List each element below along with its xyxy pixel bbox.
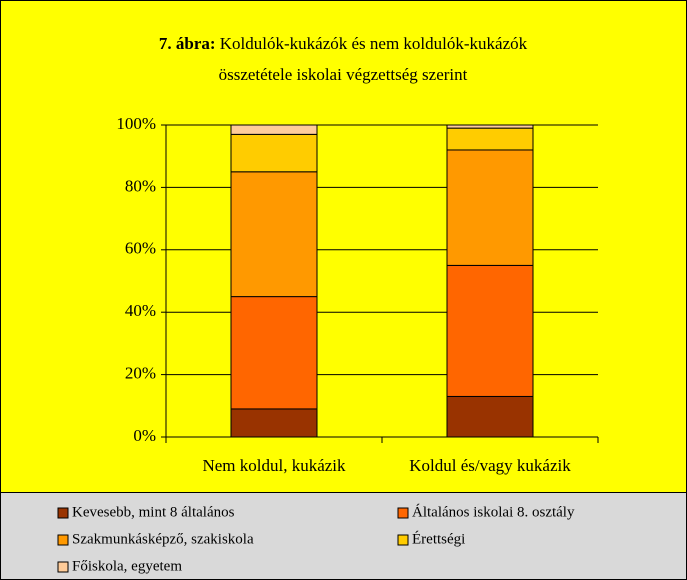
title-line: Koldulók-kukázók és nem koldulók-kukázók — [220, 34, 528, 53]
x-tick-label: Nem koldul, kukázik — [202, 456, 346, 475]
legend-label: Általános iskolai 8. osztály — [412, 503, 575, 520]
legend-label: Kevesebb, mint 8 általános — [72, 504, 235, 520]
bar-segment — [230, 171, 318, 298]
bar-segment — [446, 149, 534, 266]
bar-segment — [230, 133, 318, 173]
figure-label: 7. ábra: — [159, 34, 216, 53]
legend-swatch — [397, 534, 409, 546]
chart-title: 7. ábra: Koldulók-kukázók és nem kolduló… — [159, 34, 528, 53]
y-tick-label: 60% — [125, 239, 156, 258]
y-tick-label: 20% — [125, 364, 156, 383]
bar-segment — [230, 408, 318, 438]
title-line: összetétele iskolai végzettség szerint — [219, 65, 468, 84]
legend-label: Érettségi — [412, 530, 465, 547]
chart-background — [0, 0, 687, 493]
legend-background — [0, 492, 687, 580]
legend-swatch — [57, 561, 69, 573]
y-tick-label: 0% — [133, 426, 156, 445]
bar-segment — [446, 264, 534, 397]
x-tick-label: Koldul és/vagy kukázik — [409, 456, 571, 475]
legend-label: Szakmunkásképző, szakiskola — [72, 531, 254, 547]
bar-segment — [230, 124, 318, 135]
y-tick-label: 80% — [125, 176, 156, 195]
legend-label: Főiskola, egyetem — [72, 558, 182, 574]
y-tick-label: 40% — [125, 301, 156, 320]
bar-segment — [446, 395, 534, 438]
bar-segment — [230, 296, 318, 410]
legend-swatch — [397, 507, 409, 519]
bar-segment — [446, 124, 534, 129]
legend-swatch — [57, 507, 69, 519]
legend-swatch — [57, 534, 69, 546]
bar-segment — [446, 127, 534, 151]
y-tick-label: 100% — [116, 114, 156, 133]
